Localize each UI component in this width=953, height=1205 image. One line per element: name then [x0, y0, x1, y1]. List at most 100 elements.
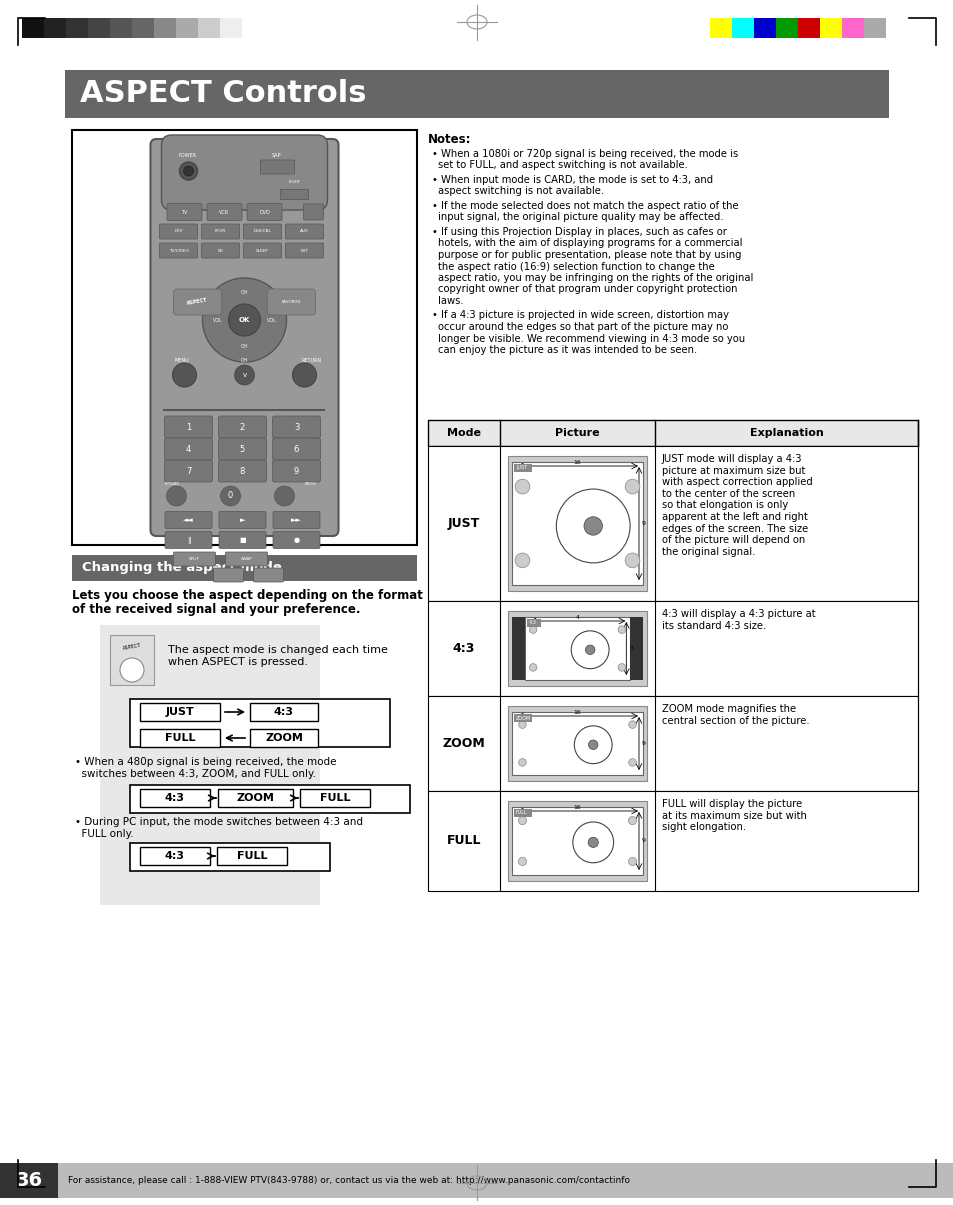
Text: ZOOM mode magnifies the
central section of the picture.: ZOOM mode magnifies the central section …	[661, 704, 809, 725]
Bar	[216, 847, 287, 865]
Bar	[428, 790, 917, 890]
FancyBboxPatch shape	[161, 135, 327, 210]
Text: of the received signal and your preference.: of the received signal and your preferen…	[71, 602, 360, 616]
Text: • If the mode selected does not match the aspect ratio of the: • If the mode selected does not match th…	[432, 201, 738, 211]
Circle shape	[202, 278, 286, 362]
Text: 4:3: 4:3	[165, 793, 185, 803]
Circle shape	[624, 480, 639, 494]
Text: Changing the aspect mode: Changing the aspect mode	[82, 562, 281, 575]
Text: VCR: VCR	[219, 210, 230, 214]
FancyBboxPatch shape	[213, 568, 243, 582]
FancyBboxPatch shape	[273, 437, 320, 460]
Bar	[820, 18, 841, 39]
Bar	[512, 712, 642, 775]
FancyBboxPatch shape	[164, 460, 213, 482]
Text: VOL: VOL	[266, 317, 276, 323]
Bar	[753, 18, 775, 39]
Bar	[512, 807, 642, 875]
Text: 4: 4	[575, 615, 578, 621]
Bar	[428, 601, 917, 696]
Text: 4:3 will display a 4:3 picture at
its standard 4:3 size.: 4:3 will display a 4:3 picture at its st…	[661, 609, 815, 630]
Text: MENU: MENU	[174, 358, 189, 363]
Text: EXT: EXT	[300, 248, 308, 253]
FancyBboxPatch shape	[218, 416, 266, 437]
FancyBboxPatch shape	[201, 243, 239, 258]
Text: • When a 480p signal is being received, the mode
  switches between 4:3, ZOOM, a: • When a 480p signal is being received, …	[75, 757, 336, 778]
Circle shape	[229, 304, 260, 336]
Bar	[775, 18, 797, 39]
FancyBboxPatch shape	[273, 531, 319, 548]
Text: PROG: PROG	[304, 482, 316, 486]
Text: FAVORITE: FAVORITE	[281, 300, 301, 304]
Text: RCVR: RCVR	[214, 229, 226, 234]
Text: 36: 36	[15, 1171, 43, 1191]
FancyBboxPatch shape	[167, 204, 202, 221]
Bar	[44, 18, 66, 39]
Bar	[0, 1163, 58, 1198]
Text: ZOOM: ZOOM	[235, 793, 274, 803]
Bar	[88, 18, 110, 39]
Circle shape	[556, 489, 630, 563]
Text: aspect switching is not available.: aspect switching is not available.	[437, 187, 603, 196]
Text: 9: 9	[641, 521, 645, 527]
Circle shape	[179, 161, 197, 180]
Circle shape	[234, 365, 254, 386]
Text: 16: 16	[573, 460, 580, 465]
Text: DSS/CBL: DSS/CBL	[253, 229, 271, 234]
Text: copyright owner of that program under copyright protection: copyright owner of that program under co…	[437, 284, 737, 294]
Bar	[507, 801, 646, 881]
Bar	[71, 556, 416, 581]
Text: TV: TV	[181, 210, 188, 214]
Bar	[175, 18, 198, 39]
Text: CH: CH	[241, 358, 248, 363]
Text: aspect ratio, you may be infringing on the rights of the original: aspect ratio, you may be infringing on t…	[437, 274, 753, 283]
Circle shape	[628, 817, 636, 824]
Text: 16: 16	[573, 805, 580, 810]
Bar	[524, 617, 630, 680]
FancyBboxPatch shape	[225, 552, 267, 566]
FancyBboxPatch shape	[201, 224, 239, 239]
Text: Mode: Mode	[447, 428, 480, 437]
Circle shape	[583, 517, 601, 535]
Circle shape	[274, 486, 294, 506]
FancyBboxPatch shape	[247, 204, 282, 221]
Text: ►►: ►►	[291, 517, 301, 523]
Text: DVD: DVD	[259, 210, 270, 214]
Bar	[709, 18, 731, 39]
Bar	[514, 715, 532, 722]
Bar	[198, 18, 220, 39]
Circle shape	[515, 480, 529, 494]
Circle shape	[518, 721, 526, 728]
Bar	[797, 18, 820, 39]
FancyBboxPatch shape	[151, 139, 338, 536]
Text: R-TUNE: R-TUNE	[164, 482, 179, 486]
Text: v: v	[242, 372, 246, 378]
Text: 6: 6	[294, 445, 299, 453]
Circle shape	[517, 817, 526, 824]
Text: CH: CH	[241, 345, 248, 349]
Bar	[130, 844, 330, 871]
Text: Picture: Picture	[555, 428, 599, 437]
Circle shape	[529, 664, 537, 671]
Bar	[140, 703, 220, 721]
Bar	[140, 729, 220, 747]
Bar	[514, 464, 532, 472]
Text: 16: 16	[573, 710, 580, 715]
Circle shape	[572, 822, 613, 863]
Text: The aspect mode is changed each time
when ASPECT is pressed.: The aspect mode is changed each time whe…	[168, 645, 388, 666]
Bar	[140, 789, 210, 807]
Text: 2: 2	[239, 423, 245, 431]
Circle shape	[167, 486, 186, 506]
Text: SD: SD	[217, 248, 223, 253]
Text: 4: 4	[186, 445, 191, 453]
Bar	[0, 1163, 953, 1198]
Text: 4:3: 4:3	[165, 851, 185, 862]
Circle shape	[293, 363, 316, 387]
FancyBboxPatch shape	[159, 224, 197, 239]
Bar	[514, 809, 532, 817]
Text: LIGHT: LIGHT	[288, 180, 300, 184]
Text: 8: 8	[239, 466, 245, 476]
Circle shape	[571, 631, 608, 669]
Bar	[218, 789, 293, 807]
Text: SLEEP: SLEEP	[256, 248, 269, 253]
